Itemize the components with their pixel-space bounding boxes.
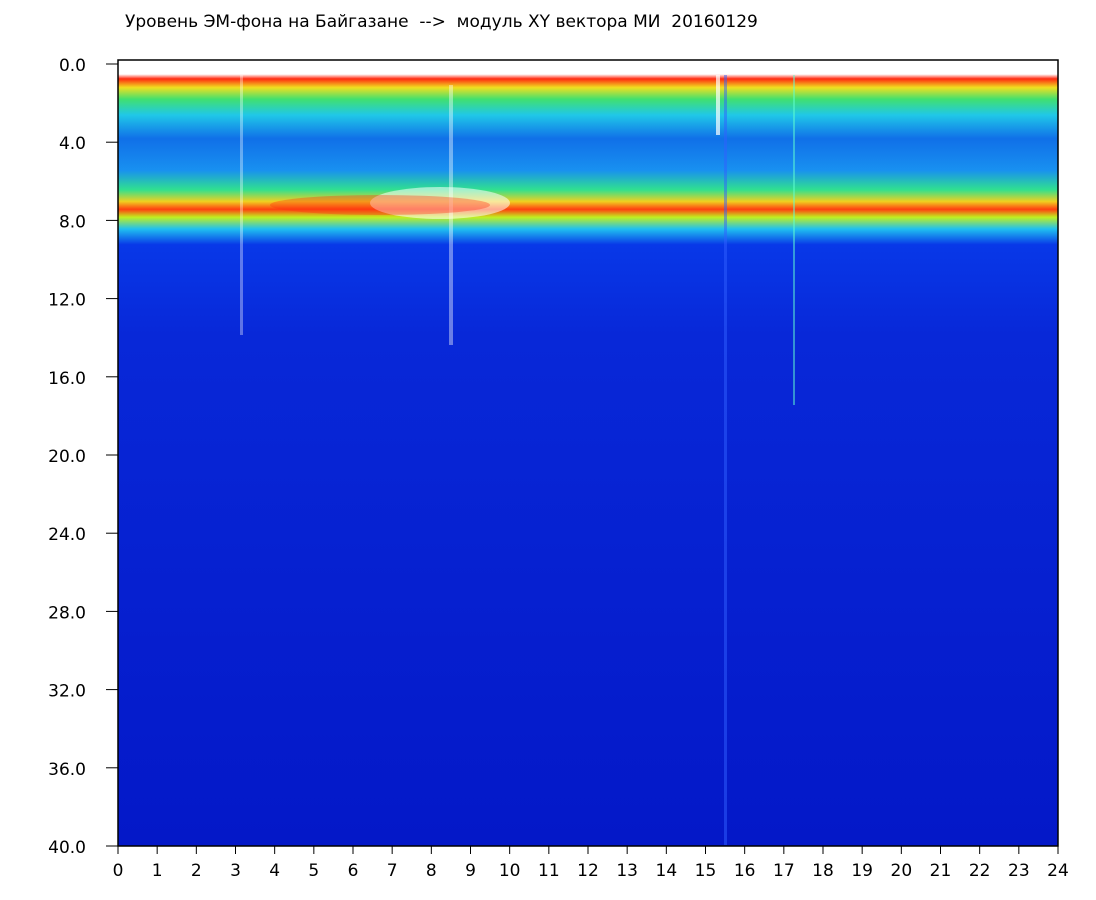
x-tick-label: 1 — [152, 861, 163, 881]
x-tick-label: 14 — [656, 861, 678, 881]
spectrogram-streaks — [240, 75, 795, 845]
y-tick-label: 36.0 — [48, 760, 86, 780]
y-tick-label: 24.0 — [48, 525, 86, 545]
x-tick-label: 4 — [269, 861, 280, 881]
x-tick-label: 0 — [113, 861, 124, 881]
y-tick-label: 0.0 — [59, 56, 86, 76]
x-tick-label: 22 — [969, 861, 991, 881]
x-tick-label: 11 — [538, 861, 560, 881]
x-tick-label: 23 — [1008, 861, 1030, 881]
x-tick-label: 6 — [348, 861, 359, 881]
y-tick-label: 20.0 — [48, 447, 86, 467]
x-tick-label: 20 — [891, 861, 913, 881]
x-tick-label: 17 — [773, 861, 795, 881]
x-tick-label: 24 — [1047, 861, 1069, 881]
x-tick-label: 19 — [851, 861, 873, 881]
y-tick-label: 40.0 — [48, 838, 86, 858]
x-tick-label: 15 — [695, 861, 717, 881]
y-tick-label: 4.0 — [59, 134, 86, 154]
x-tick-label: 3 — [230, 861, 241, 881]
x-tick-label: 13 — [616, 861, 638, 881]
x-tick-label: 10 — [499, 861, 521, 881]
x-tick-label: 21 — [930, 861, 952, 881]
y-tick-label: 16.0 — [48, 369, 86, 389]
x-tick-label: 9 — [465, 861, 476, 881]
x-tick-label: 2 — [191, 861, 202, 881]
chart-title: Уровень ЭМ-фона на Байгазане --> модуль … — [125, 12, 758, 32]
x-tick-label: 18 — [812, 861, 834, 881]
y-tick-label: 32.0 — [48, 682, 86, 702]
x-tick-label: 8 — [426, 861, 437, 881]
y-tick-label: 12.0 — [48, 291, 86, 311]
y-tick-label: 28.0 — [48, 603, 86, 623]
x-tick-label: 12 — [577, 861, 599, 881]
spectrogram-image — [118, 60, 1058, 846]
x-tick-label: 5 — [308, 861, 319, 881]
y-tick-label: 8.0 — [59, 212, 86, 232]
x-tick-label: 16 — [734, 861, 756, 881]
x-tick-label: 7 — [387, 861, 398, 881]
